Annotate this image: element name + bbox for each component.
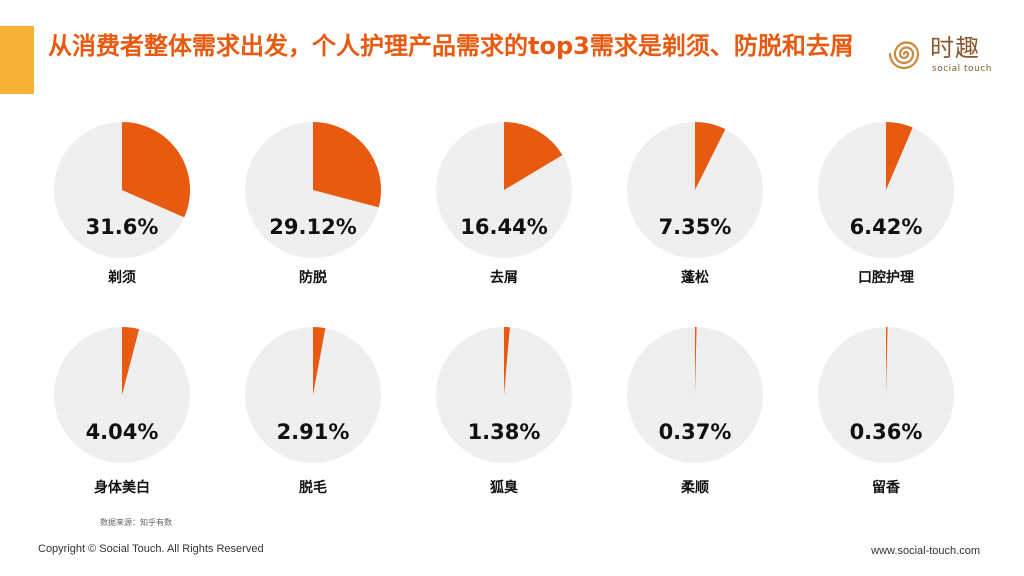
accent-bar [0,26,34,94]
pie-svg [54,327,190,463]
pie-svg [54,122,190,258]
pie-slice [695,122,726,190]
pie-svg [627,327,763,463]
pie-category-label: 狐臭 [490,480,518,496]
pie-chart: 0.37% 柔顺 [620,320,770,500]
pie-value-label: 31.6% [85,215,159,239]
pie-slice [122,122,190,218]
pie-chart: 1.38% 狐臭 [429,320,579,500]
pie-category-label: 防脱 [299,270,327,286]
pie-value-label: 2.91% [276,420,350,444]
pie-chart: 29.12% 防脱 [238,115,388,295]
pie-slice [886,327,888,395]
pie-chart: 31.6% 剃须 [47,115,197,295]
brand-tagline: social touch [932,64,992,74]
pie-chart: 6.42% 口腔护理 [811,115,961,295]
pie-category-label: 身体美白 [94,480,150,496]
pie-slice [122,327,140,395]
pie-chart: 7.35% 蓬松 [620,115,770,295]
brand-logo: 时趣 social touch [888,34,998,78]
data-source-note: 数据来源：知乎有数 [100,518,172,527]
spiral-icon [888,41,920,70]
pie-svg [627,122,763,258]
pie-slice [313,327,326,395]
pie-category-label: 柔顺 [681,480,709,496]
pie-slice [504,122,563,190]
pie-svg [436,122,572,258]
pie-slice [695,327,697,395]
pie-value-label: 16.44% [460,215,548,239]
pie-value-label: 4.04% [85,420,159,444]
pie-svg [818,122,954,258]
pie-svg [436,327,572,463]
pie-category-label: 口腔护理 [858,270,914,286]
pie-slice [886,122,913,190]
pie-value-label: 1.38% [467,420,541,444]
page-title: 从消费者整体需求出发，个人护理产品需求的top3需求是剃须、防脱和去屑 [48,32,854,60]
copyright-text: Copyright © Social Touch. All Rights Res… [38,543,264,555]
pie-chart: 16.44% 去屑 [429,115,579,295]
brand-name: 时趣 [930,34,980,62]
pie-slice [313,122,381,208]
website-link[interactable]: www.social-touch.com [871,545,980,557]
pie-value-label: 7.35% [658,215,732,239]
pie-category-label: 去屑 [490,270,518,286]
pie-category-label: 蓬松 [681,270,709,286]
pie-chart: 2.91% 脱毛 [238,320,388,500]
pie-category-label: 脱毛 [299,480,327,496]
pie-value-label: 0.36% [849,420,923,444]
pie-value-label: 0.37% [658,420,732,444]
pie-slice [504,327,510,395]
pie-chart: 0.36% 留香 [811,320,961,500]
pie-chart: 4.04% 身体美白 [47,320,197,500]
pie-category-label: 剃须 [108,270,136,286]
pie-svg [818,327,954,463]
pie-value-label: 6.42% [849,215,923,239]
pie-svg [245,122,381,258]
pie-svg [245,327,381,463]
pie-value-label: 29.12% [269,215,357,239]
pie-category-label: 留香 [872,480,900,496]
